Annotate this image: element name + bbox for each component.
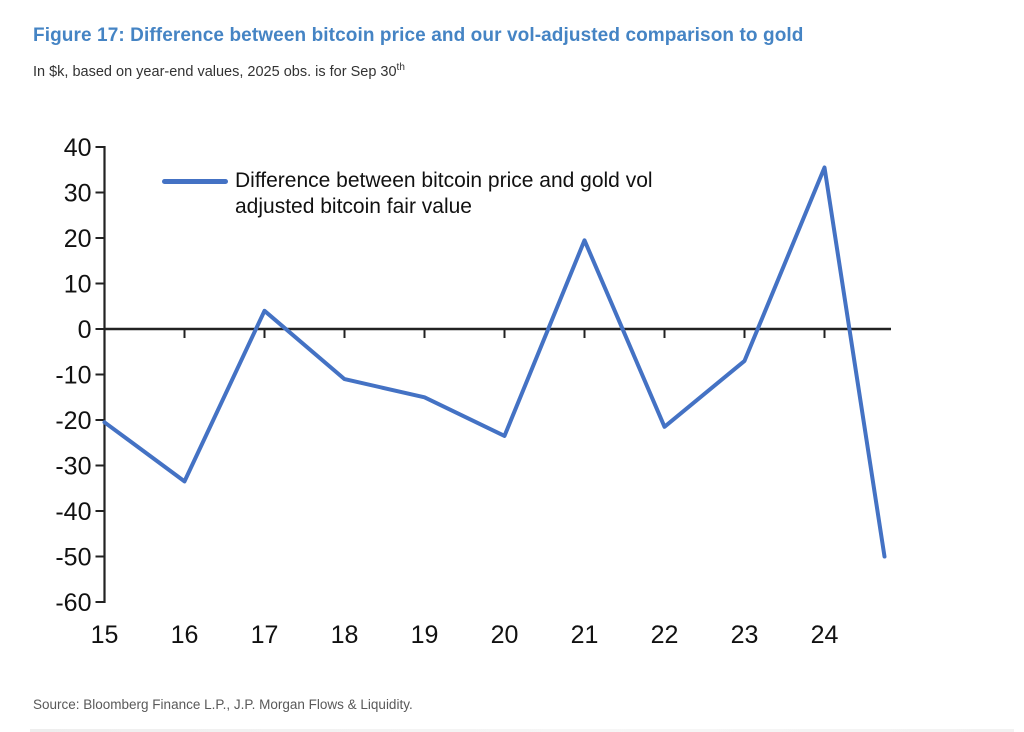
y-tick-label: -50	[55, 544, 91, 572]
y-tick-label: -30	[55, 453, 91, 481]
figure-subtitle: In $k, based on year-end values, 2025 ob…	[33, 62, 405, 80]
x-tick-label: 21	[571, 621, 599, 649]
x-tick-label: 18	[331, 621, 359, 649]
legend-label-line-1: Difference between bitcoin price and gol…	[235, 169, 653, 192]
legend-line-swatch	[162, 179, 228, 184]
legend-label-line-2: adjusted bitcoin fair value	[235, 195, 472, 218]
legend-label: Difference between bitcoin price and gol…	[235, 168, 653, 220]
x-tick-label: 19	[411, 621, 439, 649]
x-tick-label: 17	[251, 621, 279, 649]
y-tick-label: 40	[64, 134, 92, 162]
x-tick-label: 15	[91, 621, 119, 649]
x-tick-label: 20	[491, 621, 519, 649]
x-tick-label: 24	[811, 621, 839, 649]
x-tick-label: 22	[651, 621, 679, 649]
figure-title: Figure 17: Difference between bitcoin pr…	[33, 25, 804, 46]
figure-subtitle-text: In $k, based on year-end values, 2025 ob…	[33, 64, 397, 80]
subtitle-superscript: th	[396, 62, 405, 74]
chart-legend: Difference between bitcoin price and gol…	[162, 168, 653, 220]
y-tick-label: -20	[55, 407, 91, 435]
x-tick-label: 16	[171, 621, 199, 649]
source-note: Source: Bloomberg Finance L.P., J.P. Mor…	[33, 697, 413, 712]
y-tick-label: 10	[64, 271, 92, 299]
y-tick-label: 0	[78, 316, 92, 344]
y-tick-label: 30	[64, 180, 92, 208]
cutoff-text-remnant	[30, 729, 1014, 732]
y-tick-label: -10	[55, 362, 91, 390]
x-tick-label: 23	[731, 621, 759, 649]
series-line	[102, 165, 887, 559]
y-tick-label: -60	[55, 589, 91, 617]
y-tick-label: -40	[55, 498, 91, 526]
y-tick-label: 20	[64, 225, 92, 253]
